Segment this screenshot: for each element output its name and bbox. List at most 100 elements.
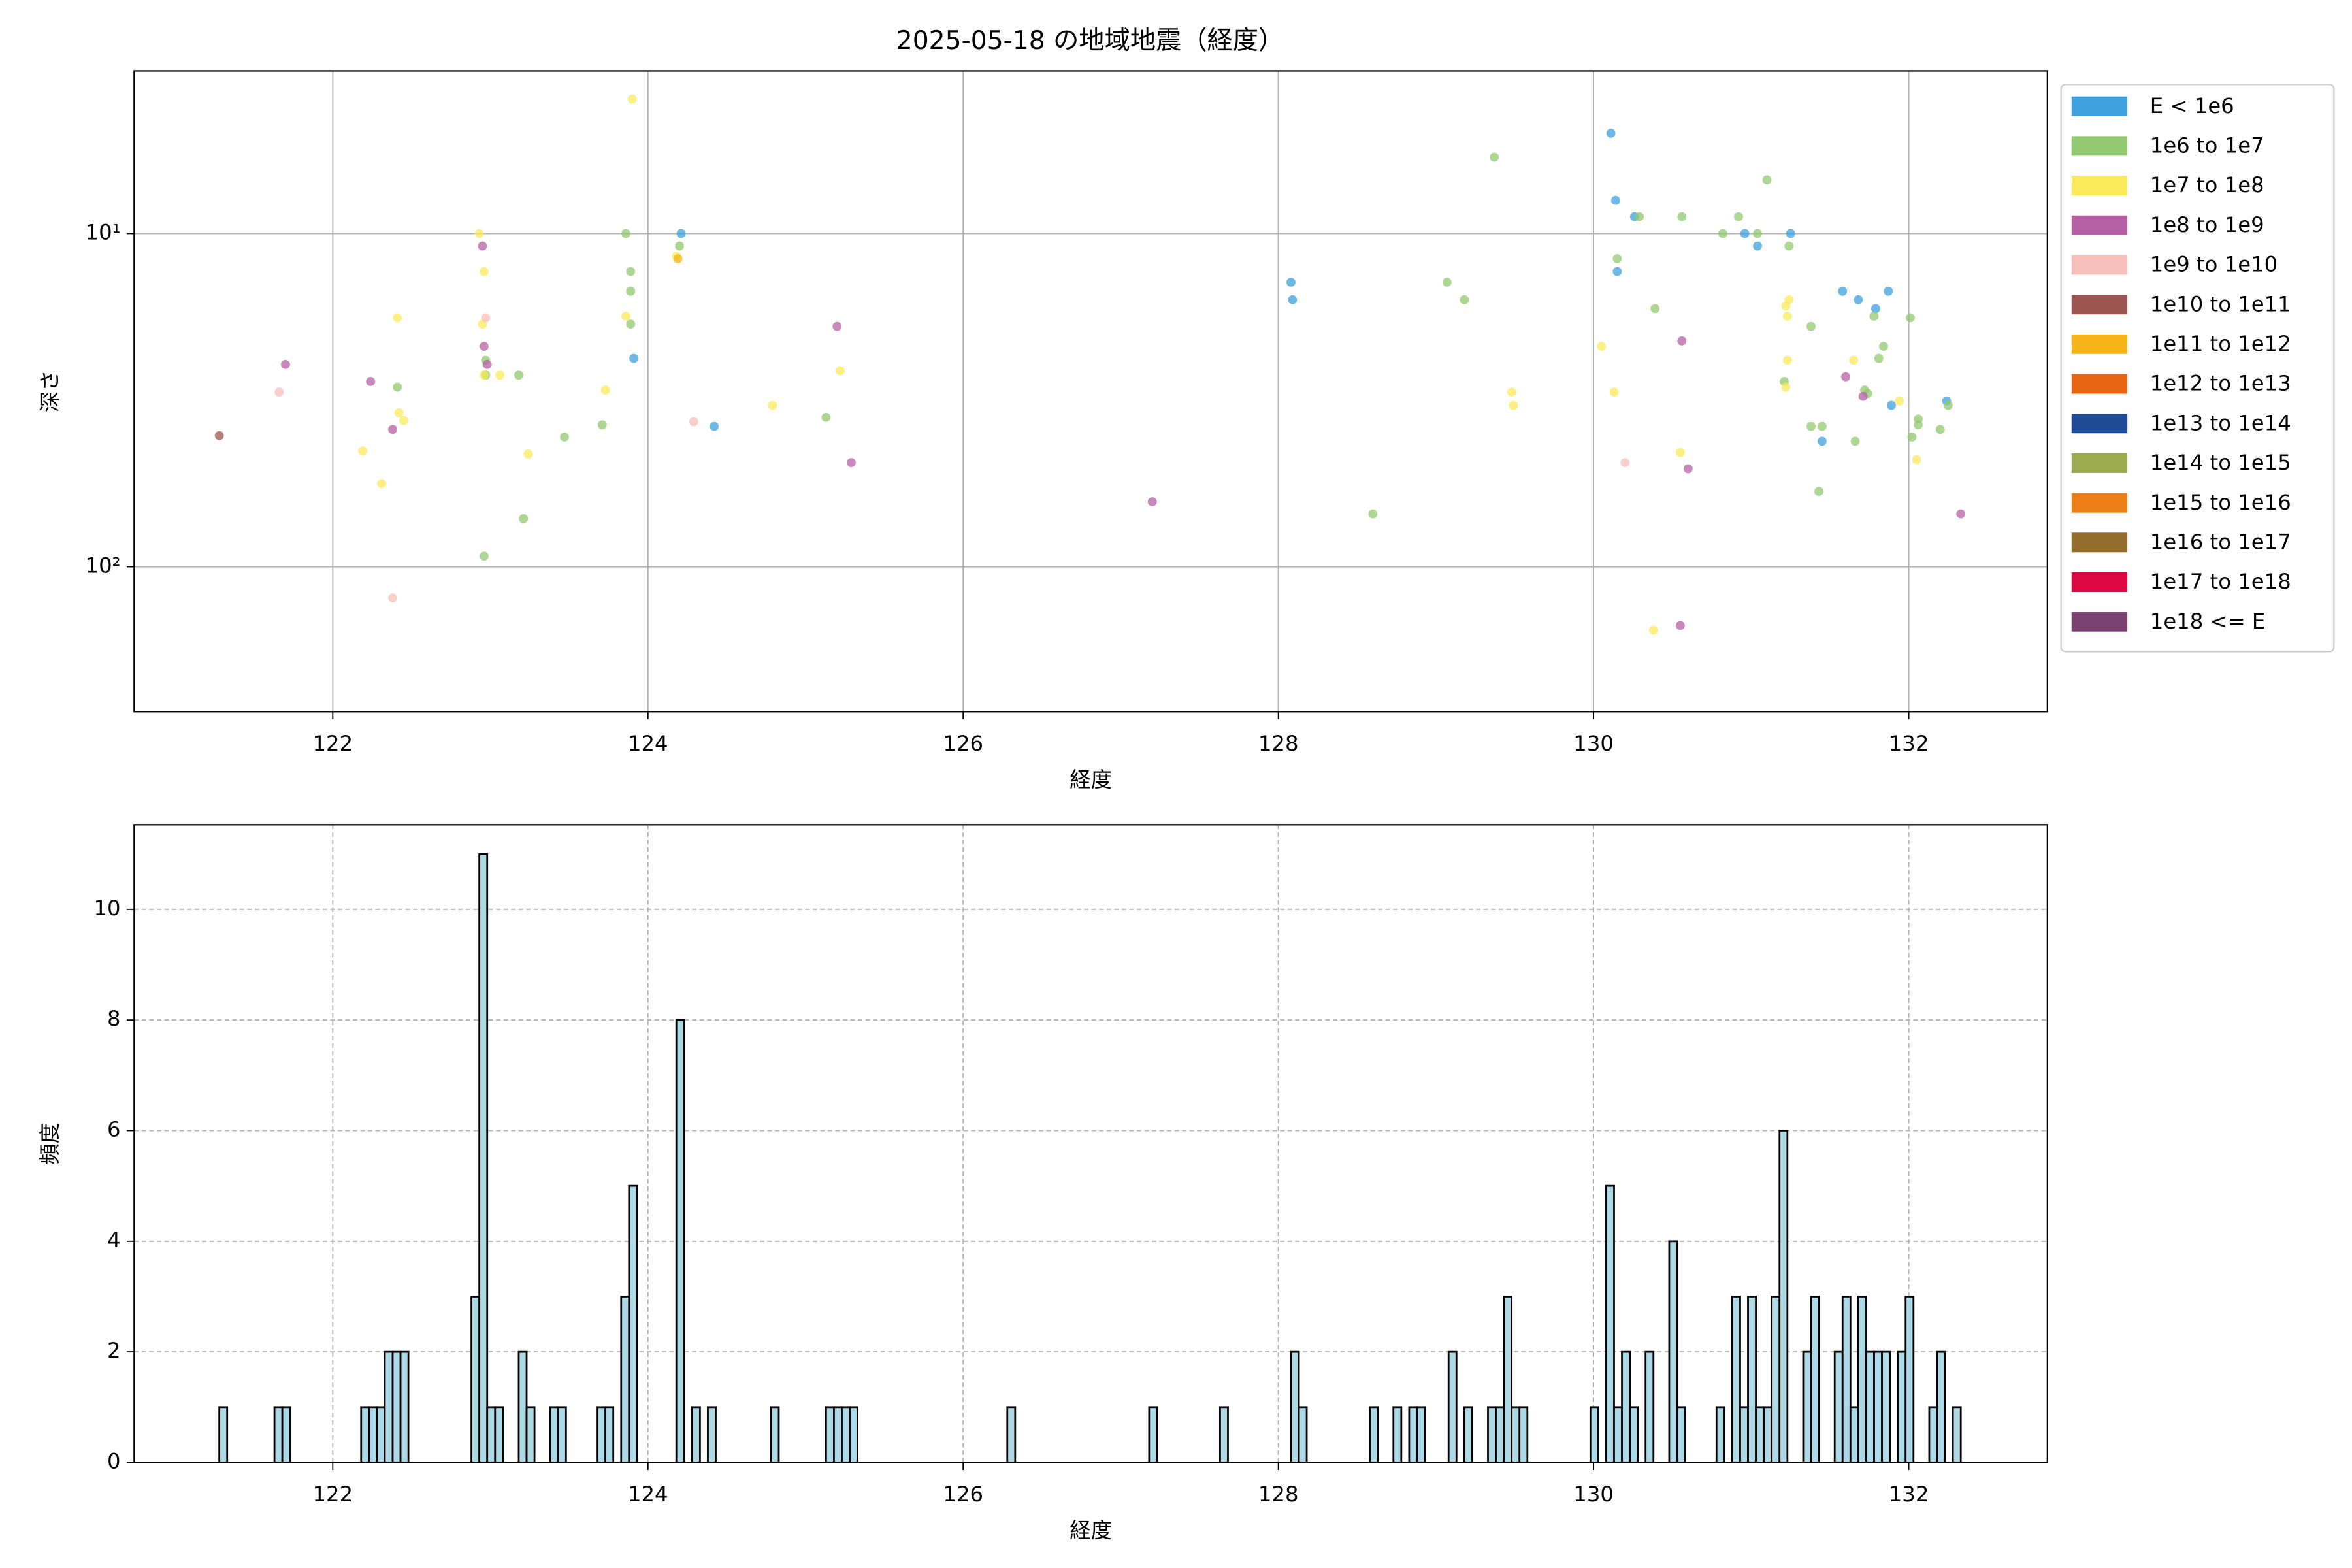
legend-label: 1e9 to 1e10 [2150,252,2278,277]
scatter-point [1782,312,1792,321]
histogram-bar [1613,1406,1623,1463]
legend-label: 1e10 to 1e11 [2150,291,2291,316]
histogram-bar [707,1406,717,1463]
scatter-point [1912,455,1921,465]
legend-box [2060,84,2335,653]
axes-frame [133,824,2048,1463]
scatter-point [1849,355,1859,365]
histogram-bar [1857,1296,1867,1463]
scatter-point [1907,433,1917,442]
scatter-point [388,593,397,603]
scatter-point [479,370,489,380]
scatter-point [214,431,224,440]
scatter-point [1817,436,1827,446]
histogram-bar [399,1350,410,1463]
scatter-point [1509,400,1518,410]
scatter-point [689,417,698,427]
legend-swatch [2071,493,2128,513]
scatter-point [1895,396,1904,406]
scatter-point [1870,304,1880,314]
x-tick-label: 132 [1889,731,1929,756]
histogram-bar [273,1406,284,1463]
scatter-point [399,416,408,425]
x-tick-label: 124 [628,1482,668,1507]
legend-label: 1e17 to 1e18 [2150,569,2291,594]
scatter-point [629,353,638,363]
scatter-point [377,479,387,489]
scatter-point [1874,353,1884,363]
scatter-point [478,241,487,251]
histogram-bar [1148,1406,1158,1463]
scatter-point [393,382,402,392]
scatter-point [597,420,607,430]
histogram-bar [1503,1296,1513,1463]
histogram-bar [1952,1406,1962,1463]
scatter-point [1460,295,1469,304]
y-tick-label: 4 [107,1228,121,1252]
scatter-point [474,229,484,238]
scatter-point [1612,267,1622,276]
scatter-point [1610,195,1620,205]
x-tick-label: 122 [312,731,353,756]
scatter-point [1442,278,1452,287]
histogram-bar [1518,1406,1529,1463]
y-tick-label: 10¹ [86,220,121,244]
scatter-point [1884,286,1893,296]
histogram-bar [1621,1350,1631,1463]
histogram-bar [486,1406,497,1463]
scatter-point [1675,621,1685,630]
scatter-point [1806,421,1816,431]
histogram-bar [604,1406,615,1463]
histogram-bar [849,1406,858,1463]
scatter-point [1288,295,1298,304]
scatter-point [1677,336,1687,346]
histogram-bar [376,1406,386,1463]
scatter-point [1368,509,1378,519]
scatter-point [479,551,489,561]
scatter-point [1597,342,1607,351]
legend-swatch [2071,136,2128,156]
legend-swatch [2071,414,2128,434]
legend-swatch [2071,374,2128,394]
legend-swatch [2071,612,2128,632]
histogram-bar [368,1406,378,1463]
scatter-point [274,387,284,397]
legend-swatch [2071,532,2128,553]
histogram-bar [218,1406,229,1463]
histogram-bar [1763,1406,1773,1463]
histogram-bar [1881,1350,1891,1463]
scatter-point [1814,487,1823,497]
scatter-point [1782,355,1792,365]
scatter-point [1650,304,1660,314]
scatter-point [479,342,489,351]
scatter-point [710,421,719,431]
histogram-bar [1463,1406,1473,1463]
histogram-bar [384,1350,394,1463]
scatter-point [514,370,523,380]
histogram-bar [1006,1406,1017,1463]
scatter-point [1869,312,1879,321]
histogram-bar [1715,1406,1725,1463]
histogram-bar [1676,1406,1686,1463]
histogram-bar [1408,1406,1418,1463]
scatter-point [560,433,569,442]
histogram-bar [1936,1350,1946,1463]
histogram-bar [525,1406,536,1463]
scatter-point [1781,382,1791,392]
axes-frame [133,70,2048,713]
axes: 122 124 126 128 130 132 0 2 4 6 8 10 経度 頻度 [37,824,2048,1543]
x-tick-label: 126 [943,731,983,756]
histogram-bar [1487,1406,1497,1463]
histogram-bar [620,1296,630,1463]
histogram-bar [833,1406,843,1463]
legend-swatch [2071,295,2128,315]
histogram-bar [1416,1406,1426,1463]
scatter-point [1609,387,1619,397]
legend-label: 1e6 to 1e7 [2150,133,2264,158]
legend-swatch [2071,334,2128,354]
scatter-point [1490,152,1499,162]
histogram-bar [1873,1350,1883,1463]
scatter-point [675,241,684,251]
x-tick-label: 128 [1258,1482,1299,1507]
